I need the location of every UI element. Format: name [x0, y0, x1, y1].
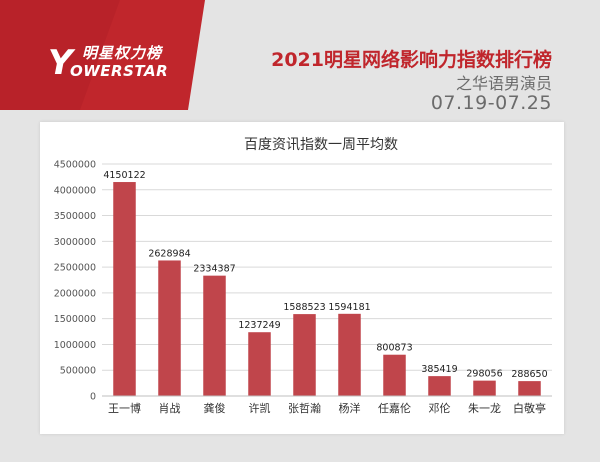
bar	[203, 275, 226, 396]
powerstar-logo: Y 明星权力榜 OWERSTAR	[46, 40, 196, 84]
bar	[248, 332, 271, 396]
data-label: 2334387	[193, 264, 235, 275]
dark-red-stripe	[0, 0, 120, 110]
ranking-title: 2021明星网络影响力指数排行榜	[271, 49, 552, 71]
bar	[518, 381, 541, 396]
y-tick-label: 2000000	[54, 288, 96, 299]
y-tick-label: 500000	[60, 366, 96, 377]
bar	[113, 182, 136, 396]
x-tick-label: 白敬亭	[513, 401, 546, 415]
y-tick-label: 4000000	[54, 185, 96, 196]
x-tick-label: 许凯	[249, 402, 271, 415]
chart-title: 百度资讯指数一周平均数	[244, 137, 398, 153]
bar	[293, 314, 316, 396]
data-label: 2628984	[148, 248, 190, 259]
logo-english-text: OWERSTAR	[70, 62, 169, 80]
logo-chinese-text: 明星权力榜	[82, 44, 163, 62]
y-tick-label: 4500000	[54, 160, 96, 171]
bar	[383, 354, 406, 396]
bar	[428, 376, 451, 396]
data-label: 4150122	[103, 170, 145, 181]
x-tick-label: 邓伦	[429, 401, 451, 415]
x-tick-label: 张哲瀚	[288, 401, 321, 415]
y-tick-label: 1000000	[54, 340, 96, 351]
x-tick-label: 任嘉伦	[378, 401, 411, 415]
x-tick-label: 朱一龙	[468, 402, 501, 415]
data-label: 385419	[421, 364, 457, 375]
data-label: 1594181	[328, 302, 370, 313]
data-label: 288650	[511, 369, 547, 380]
date-range: 07.19-07.25	[430, 92, 552, 114]
chart-card: 百度资讯指数一周平均数 0 500000 1000000 1500000 2000000 2…	[40, 122, 564, 434]
y-tick-label: 3500000	[54, 211, 96, 222]
data-label: 1237249	[238, 320, 280, 331]
bar-chart: 百度资讯指数一周平均数 0 500000 1000000 1500000 2000000 2…	[54, 137, 552, 415]
bar	[338, 313, 361, 396]
data-label: 1588523	[283, 302, 325, 313]
x-tick-label: 王一博	[108, 402, 141, 415]
x-tick-label: 杨洋	[339, 401, 361, 415]
bar	[473, 380, 496, 396]
logo-mark: Y	[48, 43, 73, 83]
data-label: 800873	[376, 343, 412, 354]
red-banner-shape	[0, 0, 205, 110]
y-tick-label: 1500000	[54, 314, 96, 325]
y-tick-label: 2500000	[54, 263, 96, 274]
y-tick-label: 0	[90, 392, 96, 403]
x-tick-label: 肖战	[159, 401, 181, 415]
ranking-subtitle: 之华语男演员	[455, 74, 552, 93]
data-label: 298056	[466, 369, 502, 380]
y-tick-label: 3000000	[54, 237, 96, 248]
x-tick-label: 龚俊	[204, 401, 226, 415]
bar	[158, 260, 181, 396]
